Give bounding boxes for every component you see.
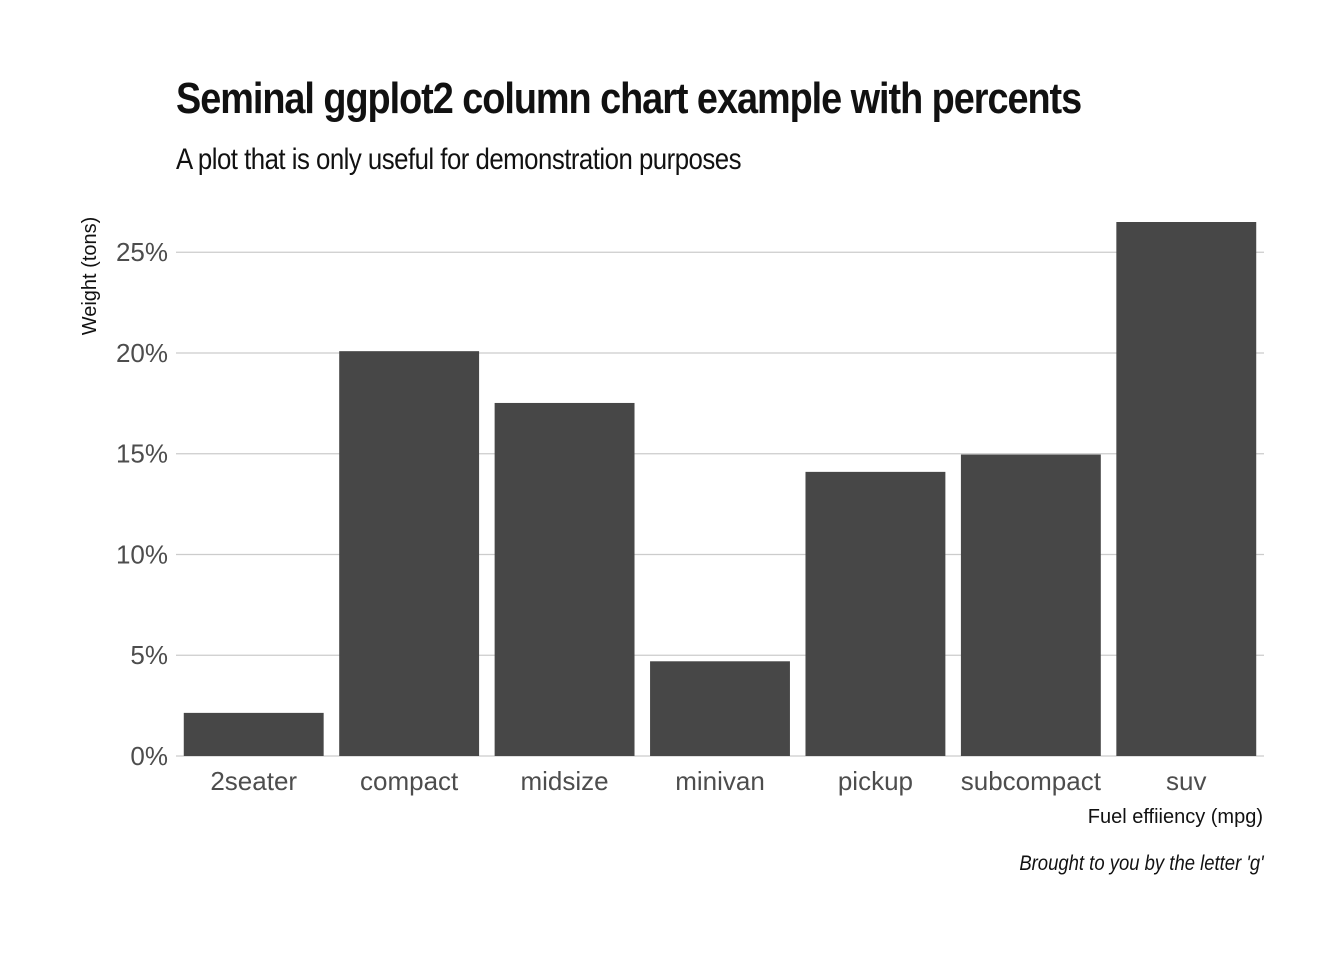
x-tick-label: minivan [675, 766, 765, 796]
bar-minivan [650, 661, 790, 756]
y-tick-label: 0% [130, 741, 168, 771]
bar-compact [339, 351, 480, 756]
bar-pickup [805, 471, 946, 756]
x-tick-label: compact [360, 766, 459, 796]
chart-caption: Brought to you by the letter 'g' [1019, 852, 1264, 875]
chart-subtitle: A plot that is only useful for demonstra… [176, 143, 741, 176]
y-tick-label: 20% [116, 338, 168, 368]
x-axis-title: Fuel effiiency (mpg) [1088, 806, 1263, 828]
x-tick-label: 2seater [210, 766, 297, 796]
x-tick-label: midsize [521, 766, 609, 796]
bar-midsize [494, 402, 635, 756]
x-tick-label: subcompact [961, 766, 1102, 796]
y-tick-label: 15% [116, 439, 168, 469]
chart-title: Seminal ggplot2 column chart example wit… [176, 74, 1082, 123]
x-axis-ticks: 2seater compact midsize minivan pickup subcom… [210, 766, 1206, 796]
y-tick-label: 10% [116, 539, 168, 569]
y-axis-title: Weight (tons) [79, 217, 101, 336]
y-tick-label: 25% [116, 237, 168, 267]
bar-suv [1116, 222, 1257, 756]
y-tick-label: 5% [130, 640, 168, 670]
bar-subcompact [960, 454, 1101, 756]
y-axis-ticks: 0% 5% 10% 15% 20% 25% [116, 237, 168, 771]
bars [183, 222, 1257, 756]
bar-2seater [183, 712, 324, 756]
x-tick-label: suv [1166, 766, 1206, 796]
x-tick-label: pickup [838, 766, 913, 796]
